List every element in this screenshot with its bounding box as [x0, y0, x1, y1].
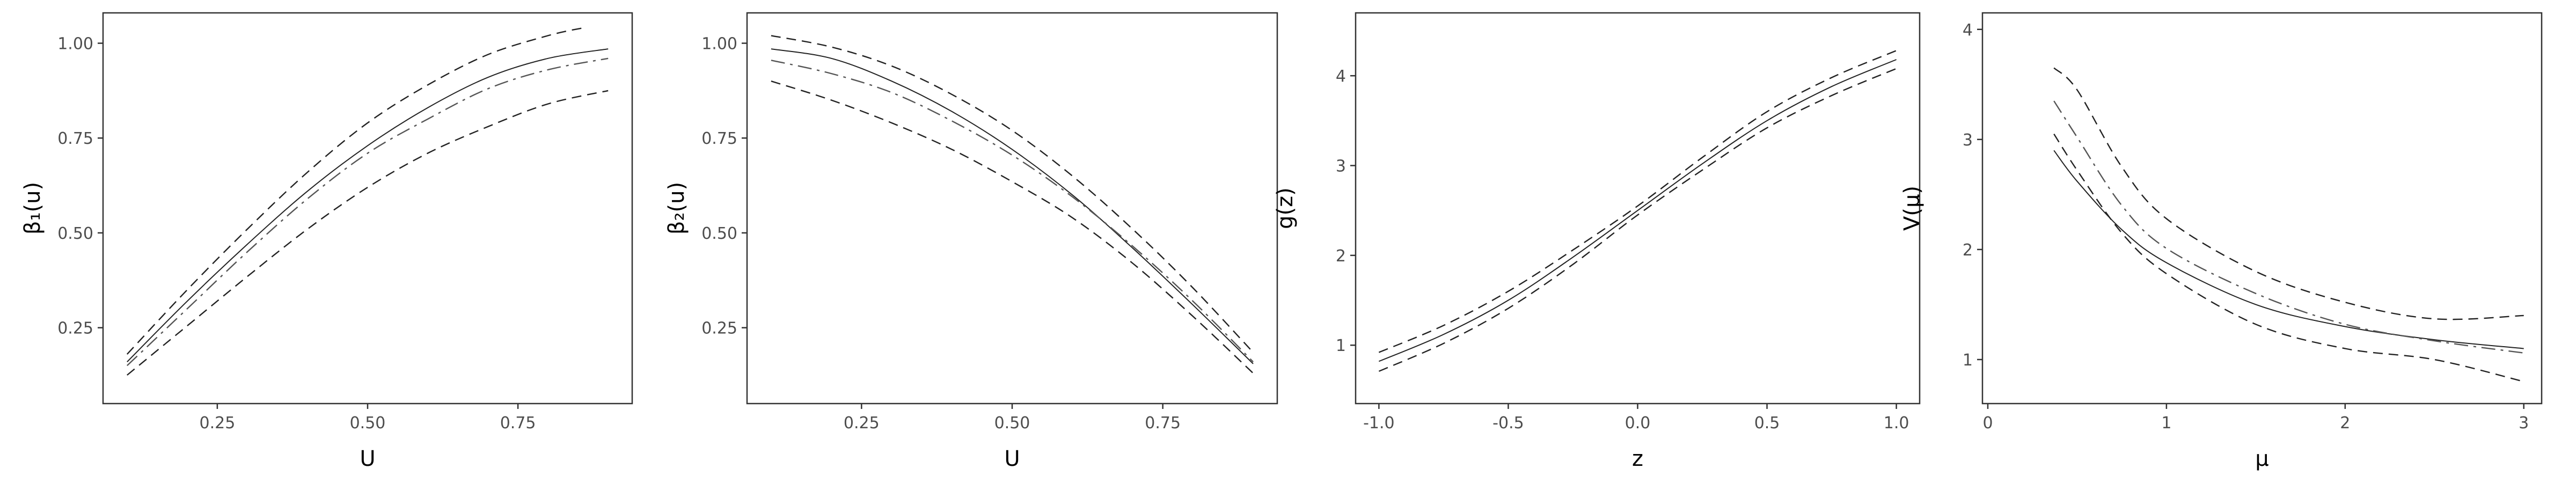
x-tick-label: 0.50 — [994, 414, 1030, 433]
y-tick-label: 0.50 — [701, 224, 737, 243]
series-line-dashed — [771, 80, 1254, 374]
x-tick-label: 0.50 — [350, 414, 386, 433]
x-axis-title: U — [360, 447, 375, 471]
x-axis-title: μ — [2255, 447, 2268, 471]
x-axis-title: U — [1004, 447, 1020, 471]
x-tick-label: 1 — [2161, 414, 2171, 433]
series-line-dashdot — [126, 57, 609, 367]
plot-frame — [746, 12, 1278, 405]
x-tick-label: 0 — [1982, 414, 1993, 433]
panel-3: -1.0 -0.5 0.0 0.5 1.0 1 2 3 4 z g(z) — [1273, 12, 1921, 471]
y-axis-title: V(μ) — [1900, 186, 1924, 231]
y-tick-label: 0.25 — [701, 319, 737, 338]
series-line-dashed — [126, 27, 584, 355]
x-tick-label: 0.25 — [199, 414, 235, 433]
x-axis-title: z — [1632, 447, 1643, 471]
x-tick-label: 3 — [2519, 414, 2529, 433]
y-tick-label: 4 — [1963, 21, 1973, 40]
y-tick-label: 1.00 — [701, 35, 737, 54]
y-tick-label: 2 — [1336, 247, 1346, 266]
panel-4: 0 1 2 3 1 2 3 4 μ V(μ) — [1900, 12, 2543, 471]
series-line-solid — [771, 48, 1254, 364]
x-tick-label: 1.0 — [1884, 414, 1909, 433]
x-tick-label: 2 — [2340, 414, 2350, 433]
series-line-dashdot — [2053, 100, 2524, 354]
y-tick-label: 3 — [1963, 131, 1973, 150]
y-axis-title: β₁(u) — [20, 182, 45, 235]
panel-2: 0.25 0.50 0.75 0.25 0.50 0.75 1.00 Uβ₂(u) — [664, 12, 1278, 471]
series-line-solid — [127, 48, 609, 363]
y-tick-label: 4 — [1336, 67, 1346, 86]
x-tick-label: 0.0 — [1625, 414, 1651, 433]
series-line-dashed — [2053, 133, 2524, 383]
y-tick-label: 0.50 — [57, 224, 93, 243]
panel-1: 0.25 0.50 0.75 0.25 0.50 0.75 1.00 Uβ₁(u) — [20, 12, 633, 471]
x-tick-label: 0.75 — [500, 414, 536, 433]
y-tick-label: 0.75 — [701, 129, 737, 148]
x-tick-label: 0.5 — [1754, 414, 1780, 433]
series-line-dashed — [1378, 68, 1897, 372]
series-line-dashed — [1378, 50, 1897, 353]
x-tick-label: -0.5 — [1492, 414, 1524, 433]
y-axis-title: β₂(u) — [664, 182, 689, 235]
y-tick-label: 1 — [1336, 336, 1346, 355]
x-tick-label: -1.0 — [1363, 414, 1395, 433]
y-tick-label: 1.00 — [57, 35, 93, 54]
y-tick-label: 3 — [1336, 157, 1346, 176]
series-line-dashed — [771, 35, 1254, 353]
y-axis-title: g(z) — [1273, 187, 1298, 229]
y-tick-label: 0.25 — [57, 319, 93, 338]
series-line-solid — [1379, 59, 1897, 362]
y-tick-label: 2 — [1963, 241, 1973, 260]
series-line-dashed — [127, 90, 609, 376]
x-tick-label: 0.75 — [1145, 414, 1181, 433]
series-line-dashed — [2053, 67, 2524, 320]
series-line-dashdot — [771, 60, 1254, 363]
x-tick-label: 0.25 — [844, 414, 880, 433]
y-tick-label: 1 — [1963, 351, 1973, 370]
plot-frame — [102, 12, 633, 405]
y-tick-label: 0.75 — [57, 129, 93, 148]
plot-frame — [1981, 12, 2543, 405]
series-line-solid — [2053, 150, 2524, 349]
